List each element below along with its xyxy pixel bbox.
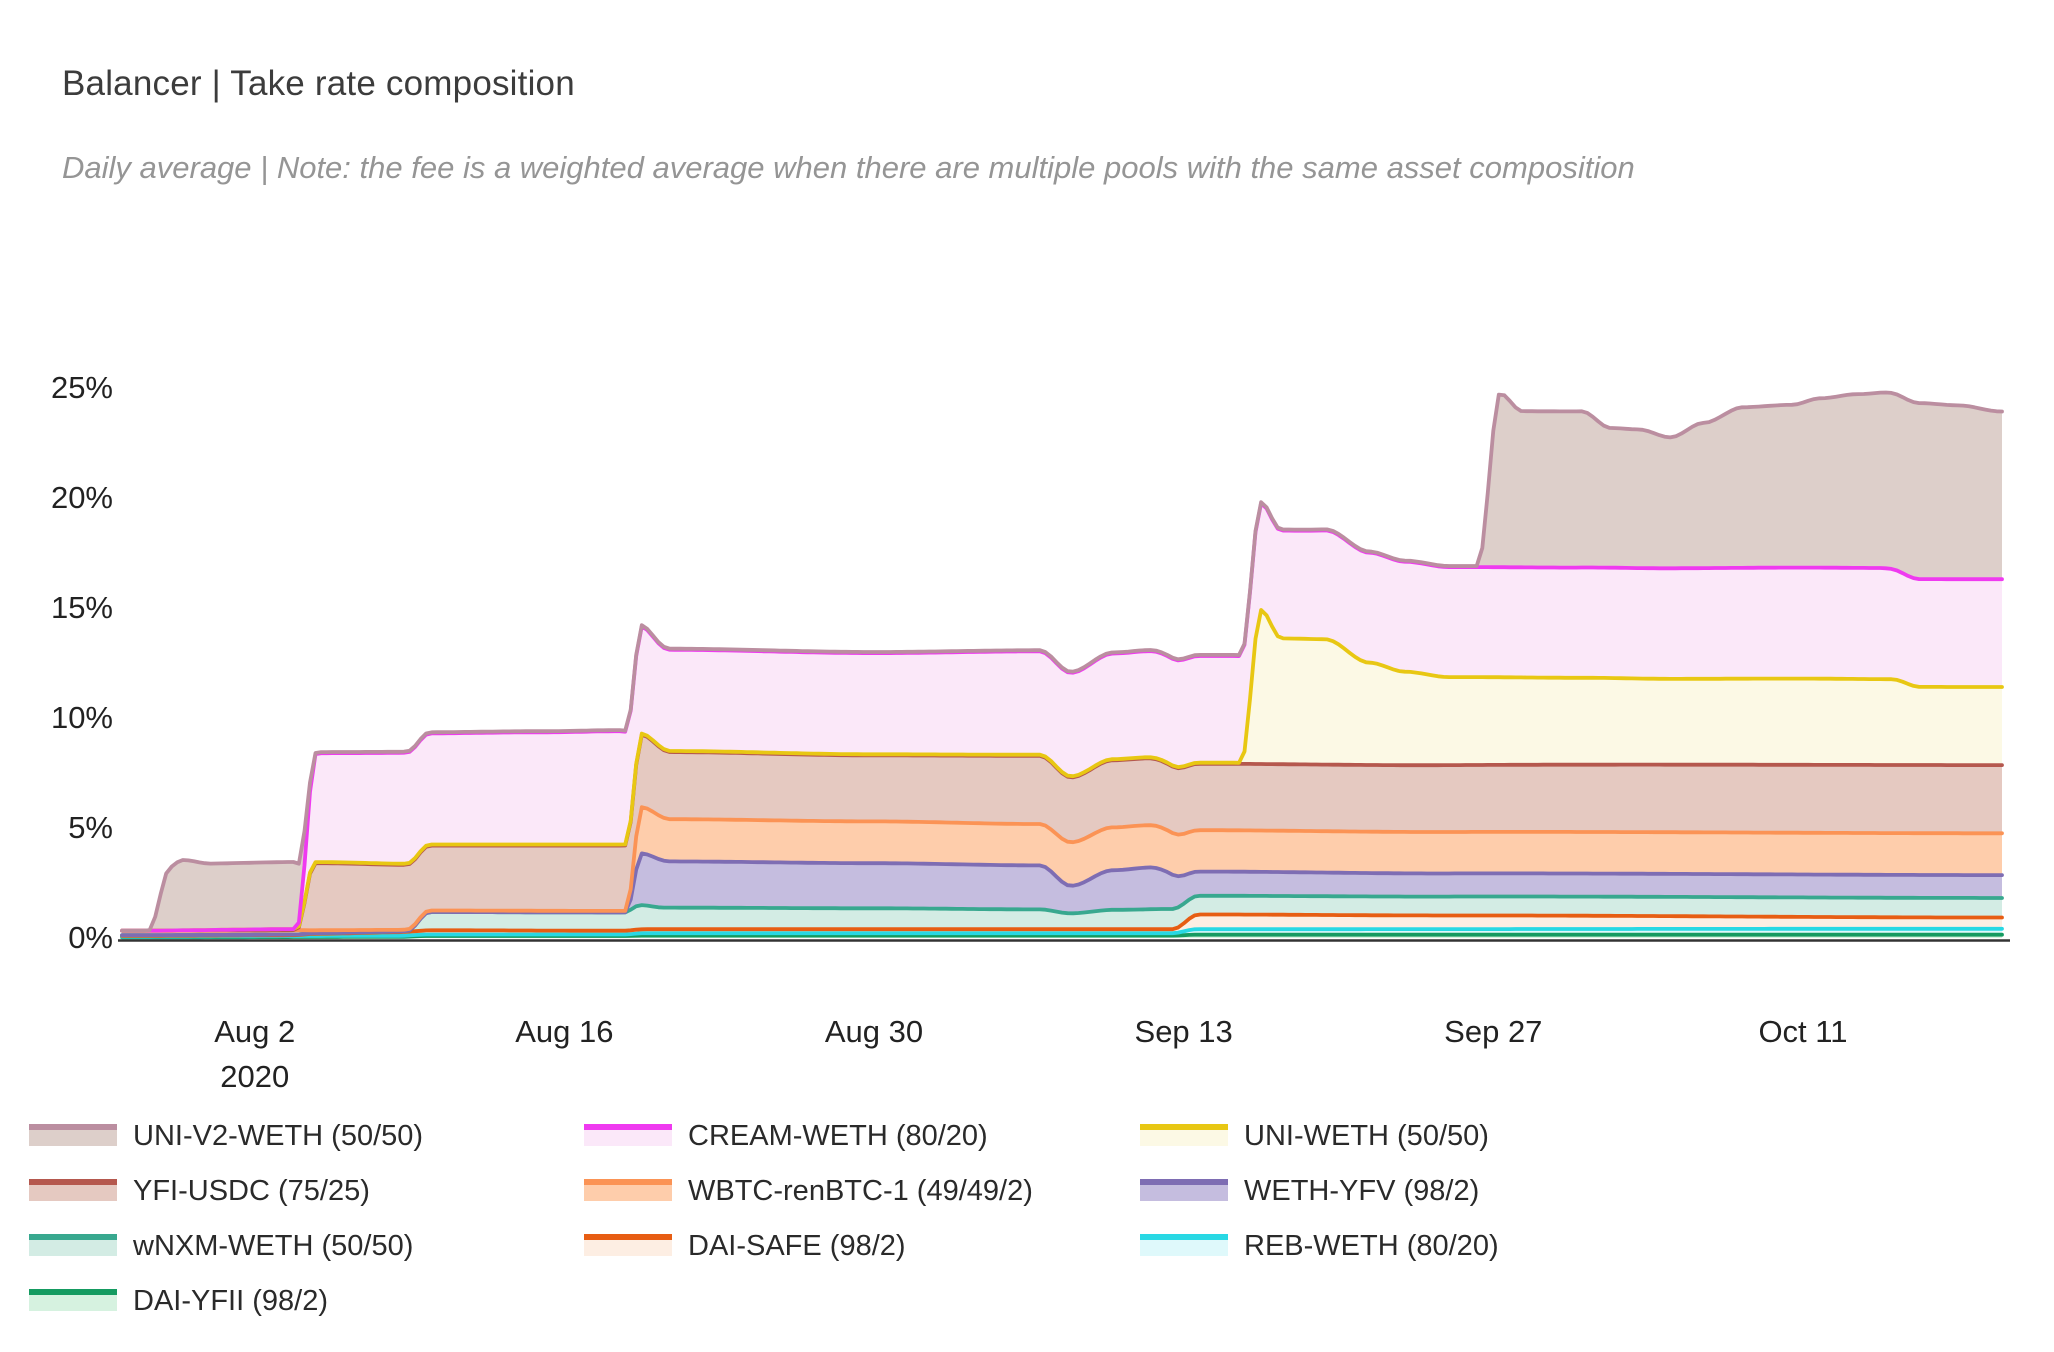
x-tick-year-label: 2020 (220, 1059, 289, 1094)
legend-swatch (584, 1124, 672, 1146)
x-tick-label: Sep 13 (1135, 1014, 1233, 1049)
legend-label: DAI-YFII (98/2) (133, 1285, 328, 1317)
y-tick-label: 5% (68, 810, 113, 845)
legend-swatch (29, 1234, 117, 1256)
series-line-uni-weth-50-50 (120, 608, 2004, 933)
legend-label: WETH-YFV (98/2) (1244, 1175, 1480, 1207)
legend-label: UNI-WETH (50/50) (1244, 1120, 1489, 1152)
series-area-wbtc-renbtc-1-49-49-2[interactable] (122, 807, 2002, 936)
y-tick-label: 15% (51, 590, 113, 625)
chart-title: Balancer | Take rate composition (62, 64, 575, 103)
legend-label: DAI-SAFE (98/2) (688, 1230, 906, 1262)
legend-swatch (1140, 1124, 1228, 1146)
legend-item-wnxm-weth-50-50[interactable]: wNXM-WETH (50/50) (29, 1228, 423, 1283)
legend-column: CREAM-WETH (80/20) WBTC-renBTC-1 (49/49/2… (584, 1118, 1033, 1283)
y-tick-label: 0% (68, 920, 113, 955)
chart-subtitle: Daily average | Note: the fee is a weigh… (62, 150, 1635, 185)
series-area-wnxm-weth-50-50[interactable] (122, 895, 2002, 936)
y-tick-label: 25% (51, 370, 113, 405)
legend-label: UNI-V2-WETH (50/50) (133, 1120, 424, 1152)
legend-swatch (29, 1179, 117, 1201)
legend-item-dai-safe-98-2[interactable]: DAI-SAFE (98/2) (584, 1228, 1033, 1283)
x-tick-label: Sep 27 (1444, 1014, 1542, 1049)
legend-swatch (29, 1289, 117, 1311)
x-tick-label: Oct 11 (1758, 1014, 1847, 1049)
legend-swatch (1140, 1179, 1228, 1201)
legend-label: YFI-USDC (75/25) (133, 1175, 370, 1207)
series-area-uni-v2-weth-50-50[interactable] (122, 392, 2002, 931)
y-tick-label: 10% (51, 700, 113, 735)
legend-column: UNI-WETH (50/50) WETH-YFV (98/2) REB-WETH … (1140, 1118, 1499, 1283)
series-line-dai-safe-98-2 (120, 912, 2004, 938)
legend-item-yfi-usdc-75-25[interactable]: YFI-USDC (75/25) (29, 1173, 423, 1228)
series-line-wbtc-renbtc-1-49-49-2 (120, 805, 2004, 933)
series-area-yfi-usdc-75-25[interactable] (122, 734, 2002, 931)
x-tick-label: Aug 2 (214, 1014, 295, 1049)
legend-column: UNI-V2-WETH (50/50) YFI-USDC (75/25) wNXM-… (29, 1118, 423, 1338)
legend-item-wbtc-renbtc-1-49-49-2[interactable]: WBTC-renBTC-1 (49/49/2) (584, 1173, 1033, 1228)
legend-label: CREAM-WETH (80/20) (688, 1120, 988, 1152)
series-line-uni-v2-weth-50-50 (120, 390, 2004, 933)
x-tick-label: Aug 16 (515, 1014, 613, 1049)
legend-item-weth-yfv-98-2[interactable]: WETH-YFV (98/2) (1140, 1173, 1499, 1228)
legend-label: wNXM-WETH (50/50) (133, 1230, 414, 1262)
legend-item-uni-v2-weth-50-50[interactable]: UNI-V2-WETH (50/50) (29, 1118, 423, 1173)
series-area-uni-weth-50-50[interactable] (122, 610, 2002, 931)
x-tick-label: Aug 30 (825, 1014, 923, 1049)
legend-item-reb-weth-80-20[interactable]: REB-WETH (80/20) (1140, 1228, 1499, 1283)
legend-swatch (1140, 1234, 1228, 1256)
legend-label: REB-WETH (80/20) (1244, 1230, 1499, 1262)
legend-item-uni-weth-50-50[interactable]: UNI-WETH (50/50) (1140, 1118, 1499, 1173)
legend-swatch (584, 1179, 672, 1201)
legend-item-cream-weth-80-20[interactable]: CREAM-WETH (80/20) (584, 1118, 1033, 1173)
legend-swatch (29, 1124, 117, 1146)
legend-swatch (584, 1234, 672, 1256)
series-line-reb-weth-80-20 (120, 926, 2004, 939)
y-tick-label: 20% (51, 480, 113, 515)
legend-item-dai-yfii-98-2[interactable]: DAI-YFII (98/2) (29, 1283, 423, 1338)
series-area-cream-weth-80-20[interactable] (122, 503, 2002, 931)
legend-label: WBTC-renBTC-1 (49/49/2) (688, 1175, 1033, 1207)
